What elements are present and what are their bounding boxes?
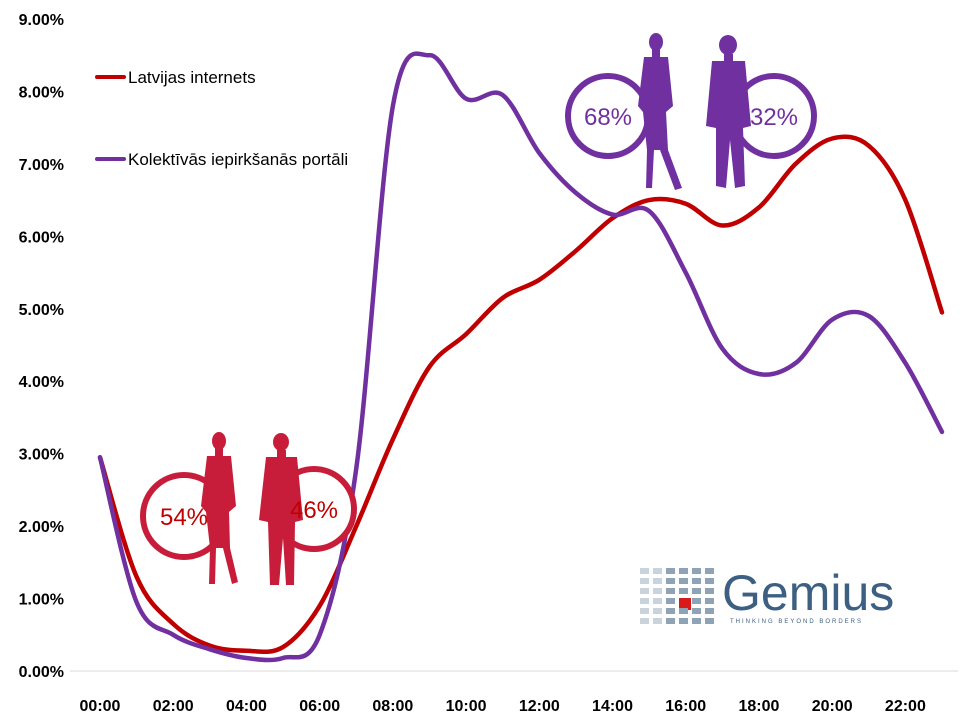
male-share-label: 32% xyxy=(750,104,798,131)
logo-square xyxy=(705,588,714,594)
male-silhouette-icon xyxy=(706,35,751,188)
female-share-label: 68% xyxy=(584,104,632,131)
y-tick-label: 0.00% xyxy=(19,664,64,681)
logo-square xyxy=(666,578,675,584)
logo-square xyxy=(705,618,714,624)
logo-square xyxy=(705,578,714,584)
x-tick-label: 14:00 xyxy=(592,698,633,715)
x-tick-label: 18:00 xyxy=(738,698,779,715)
logo-square xyxy=(666,588,675,594)
y-tick-label: 5.00% xyxy=(19,302,64,319)
legend: Latvijas internets Kolektīvās iepirkšanā… xyxy=(95,68,348,169)
logo-square xyxy=(692,578,701,584)
logo-square xyxy=(692,598,701,604)
logo-square xyxy=(653,588,662,594)
series-line-latvijas-internets xyxy=(97,134,945,655)
x-tick-label: 16:00 xyxy=(665,698,706,715)
y-tick-label: 6.00% xyxy=(19,229,64,246)
logo-square xyxy=(653,568,662,574)
y-tick-label: 1.00% xyxy=(19,592,64,609)
y-tick-label: 2.00% xyxy=(19,519,64,536)
logo-square xyxy=(666,618,675,624)
logo-square xyxy=(640,588,649,594)
x-tick-label: 12:00 xyxy=(519,698,560,715)
x-tick-label: 22:00 xyxy=(885,698,926,715)
x-tick-label: 06:00 xyxy=(299,698,340,715)
male-silhouette-icon xyxy=(259,433,303,585)
y-tick-label: 7.00% xyxy=(19,157,64,174)
logo-square xyxy=(640,618,649,624)
x-tick-label: 00:00 xyxy=(80,698,121,715)
logo-square xyxy=(692,618,701,624)
logo-wordmark: Gemius xyxy=(722,565,894,621)
logo-square xyxy=(640,568,649,574)
x-tick-label: 08:00 xyxy=(372,698,413,715)
series-line-kolektivas-portali xyxy=(97,51,945,663)
logo-square xyxy=(705,568,714,574)
logo-square xyxy=(653,598,662,604)
logo-square xyxy=(666,568,675,574)
logo-square xyxy=(653,578,662,584)
gemius-logo: Gemius THINKING BEYOND BORDERS xyxy=(640,565,894,625)
logo-square xyxy=(679,608,688,614)
y-tick-label: 4.00% xyxy=(19,374,64,391)
logo-square xyxy=(640,578,649,584)
logo-square xyxy=(679,568,688,574)
y-axis: 0.00% 1.00% 2.00% 3.00% 4.00% 5.00% 6.00% 7.00%… xyxy=(19,12,64,681)
y-tick-label: 9.00% xyxy=(19,12,64,29)
logo-square xyxy=(653,618,662,624)
logo-square xyxy=(692,608,701,614)
logo-square xyxy=(666,608,675,614)
logo-square xyxy=(679,588,688,594)
logo-square xyxy=(679,618,688,624)
gender-annotation-kolektivas: 68% 32% xyxy=(565,33,817,190)
female-silhouette-icon xyxy=(638,33,682,190)
legend-label-latvijas: Latvijas internets xyxy=(128,68,256,87)
male-share-label: 46% xyxy=(290,497,338,524)
logo-square xyxy=(705,598,714,604)
y-tick-label: 8.00% xyxy=(19,84,64,101)
logo-square xyxy=(640,598,649,604)
logo-square xyxy=(666,598,675,604)
logo-square xyxy=(679,578,688,584)
y-tick-label: 3.00% xyxy=(19,447,64,464)
x-tick-label: 10:00 xyxy=(446,698,487,715)
logo-tagline: THINKING BEYOND BORDERS xyxy=(730,619,863,625)
x-tick-label: 02:00 xyxy=(153,698,194,715)
x-tick-label: 20:00 xyxy=(812,698,853,715)
logo-grid-icon xyxy=(640,568,714,624)
logo-square xyxy=(705,608,714,614)
logo-square xyxy=(692,568,701,574)
logo-accent-square xyxy=(679,598,691,610)
series-layer xyxy=(97,51,945,663)
x-tick-label: 04:00 xyxy=(226,698,267,715)
logo-square xyxy=(692,588,701,594)
female-silhouette-icon xyxy=(201,432,238,584)
legend-label-kolektivas: Kolektīvās iepirkšanās portāli xyxy=(128,150,348,169)
logo-square xyxy=(653,608,662,614)
logo-square xyxy=(640,608,649,614)
female-share-label: 54% xyxy=(160,504,208,531)
x-axis: 00:00 02:00 04:00 06:00 08:00 10:00 12:00 14:00… xyxy=(70,670,958,715)
gender-annotation-latvijas: 54% 46% xyxy=(140,432,357,585)
